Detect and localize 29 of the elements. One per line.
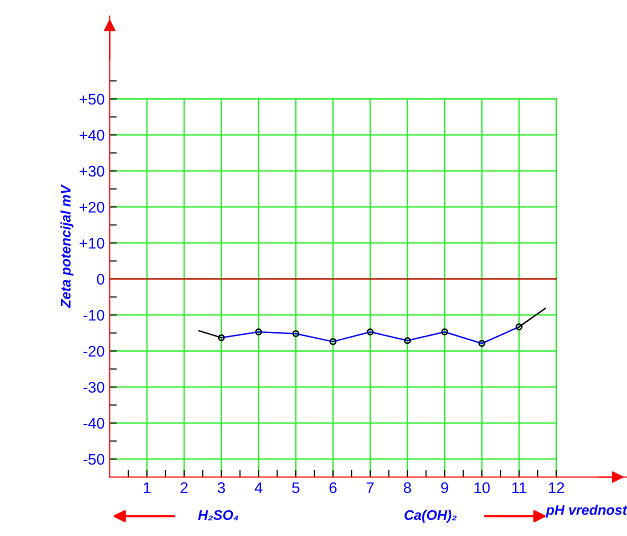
x-tick-label: 8 [404,482,412,494]
point [516,323,523,330]
y-tick-label: +20 [80,202,104,213]
y-tick-label: -50 [83,454,104,465]
y-tick-label: -10 [83,310,104,321]
x-tick-label: 1 [144,482,150,493]
y-tick-label: -20 [83,346,104,357]
y-tick-label: 0 [96,274,104,285]
y-tick-label: +40 [80,130,104,141]
x-tick-label: 7 [366,482,374,493]
y-tick-label: -40 [83,418,104,429]
x-tick-label: 3 [218,482,225,494]
point [218,334,225,342]
y-tick-label: +30 [80,166,104,177]
x-tick-label: 10 [474,482,490,494]
x-tick-label: 9 [441,482,448,494]
x-tick-label: 2 [180,482,188,493]
y-tick-label: -30 [83,382,104,393]
x-tick-label: 4 [254,482,262,493]
x-tick-label: 5 [292,482,300,494]
y-tick-label: +50 [80,94,104,105]
x-tick-label: 12 [548,482,564,493]
x-tick-label: 11 [512,482,526,493]
y-tick-label: +10 [80,238,104,249]
text: H₂SO₄ [198,510,238,520]
x-axis-title: pH vrednost [546,504,627,518]
y-axis-title: Zeta potencijal mV [60,184,74,308]
x-tick-label: 6 [330,482,337,494]
text: Ca(OH)₂ [404,510,457,523]
